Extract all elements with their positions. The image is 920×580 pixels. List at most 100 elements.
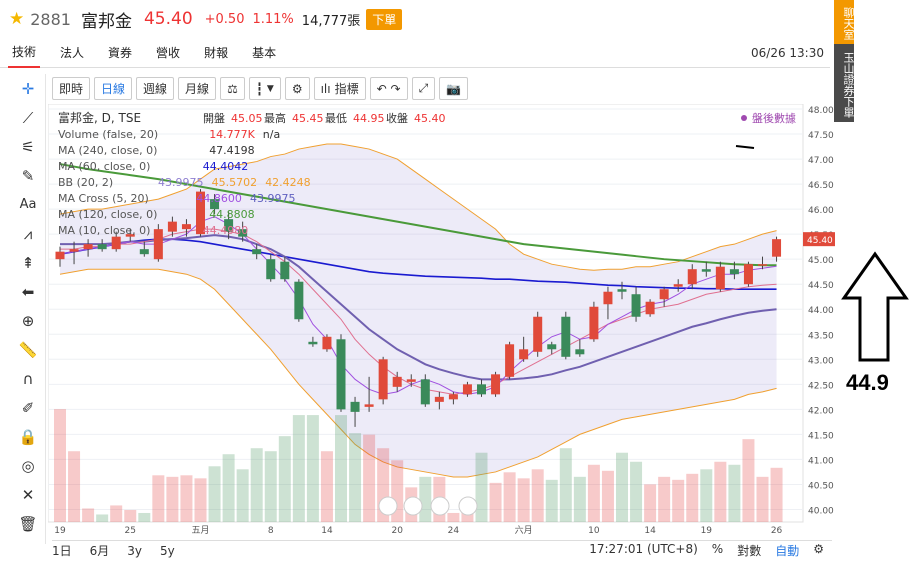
fullscreen-button[interactable]: ⤢ [411, 77, 436, 100]
candle-body [125, 234, 135, 237]
pattern-icon[interactable]: ⩘ [23, 224, 33, 243]
period-weekly-button[interactable]: 週線 [136, 77, 175, 100]
tab-revenue[interactable]: 營收 [156, 46, 181, 60]
candle-body [392, 376, 402, 387]
after-hours-label: 盤後數據 [752, 111, 796, 125]
measure-icon[interactable]: ⇞ [21, 253, 35, 272]
brush-icon[interactable]: ✎ [21, 166, 35, 185]
ruler-icon[interactable]: 📏 [18, 340, 38, 359]
chart-type-button[interactable]: ┇ ▼ [248, 77, 281, 100]
volume-bar [208, 466, 221, 522]
volume-bar [180, 475, 193, 522]
range-6m-button[interactable]: 6月 [89, 544, 110, 558]
range-5y-button[interactable]: 5y [160, 543, 175, 558]
zoom-icon[interactable]: ⊕ [21, 311, 35, 330]
broker-ad[interactable]: 玉山證券下單 [834, 44, 855, 122]
volume-bar [54, 409, 66, 522]
stock-code: 2881 [30, 9, 71, 29]
magnet-icon[interactable]: ∩ [22, 369, 34, 388]
x-tick-label: 24 [448, 526, 460, 536]
period-daily-button[interactable]: 日線 [94, 77, 133, 100]
crosshair-icon[interactable]: ✛ [21, 79, 35, 98]
chatroom-ad[interactable]: 聊天室 [842, 6, 855, 40]
bottom-bar: 1日 6月 3y 5y 17:27:01 (UTC+8) % 對數 自動 ⚙ [52, 540, 832, 560]
lock-icon[interactable]: 🔒 [18, 427, 38, 446]
volume-bar [166, 476, 179, 522]
candle-body [350, 401, 360, 412]
redo-icon[interactable]: ↷ [390, 81, 401, 96]
volume-bar [545, 479, 558, 522]
y-tick-label: 43.00 [808, 356, 834, 366]
bb-lower-line [59, 268, 777, 478]
percent-toggle[interactable]: % [711, 542, 724, 556]
legend-row-value: 43.9975 [158, 176, 204, 189]
ma10-line [60, 228, 777, 395]
y-tick-label: 47.50 [808, 131, 834, 141]
indicator-button[interactable]: ılı 指標 [313, 77, 366, 100]
volume-bar [658, 476, 671, 522]
star-icon[interactable]: ★ [9, 9, 25, 29]
volume-bar [110, 505, 123, 522]
trash-icon[interactable]: 🗑 [18, 514, 38, 533]
ohlc-high: 45.45 [292, 112, 324, 125]
y-tick-label: 48.00 [808, 106, 834, 116]
candle-body [462, 384, 472, 395]
ohlc-low: 44.95 [353, 112, 385, 125]
x-tick-label: 五月 [191, 525, 209, 536]
tab-financials[interactable]: 財報 [204, 46, 229, 60]
volume-bar [616, 452, 628, 522]
compare-button[interactable]: ⚖ [220, 77, 245, 100]
legend-row-label: MA (120, close, 0) [58, 208, 157, 221]
trendline-icon[interactable]: ⟋ [22, 108, 34, 127]
price-chart[interactable]: 48.0047.5047.0046.5046.0045.5045.0044.50… [48, 104, 838, 536]
log-toggle[interactable]: 對數 [737, 544, 762, 558]
eye-off-icon[interactable]: ◎ [21, 456, 35, 475]
legend-row-value: 44.4980 [203, 224, 249, 237]
snapshot-button[interactable]: 📷 [439, 77, 469, 100]
period-realtime-button[interactable]: 即時 [52, 77, 91, 100]
x-tick-label: 10 [588, 526, 600, 536]
volume-bar [489, 482, 502, 522]
plot-area [48, 104, 804, 523]
tools-icon[interactable]: ✕ [21, 485, 35, 504]
tab-technical[interactable]: 技術 [8, 39, 41, 68]
candle-body [153, 229, 163, 260]
nav-circle-button [458, 496, 478, 516]
tab-margin[interactable]: 資券 [108, 46, 133, 60]
legend-row-value: n/a [263, 128, 280, 141]
candle-body [336, 339, 346, 410]
order-button[interactable]: 下單 [366, 8, 403, 30]
period-monthly-button[interactable]: 月線 [178, 77, 217, 100]
text-icon[interactable]: Aa [19, 197, 37, 212]
candle-body [477, 384, 486, 395]
volume-bar [138, 512, 151, 522]
ohlc-high-label: 最高 [264, 111, 286, 125]
candle-body [434, 396, 444, 402]
legend-row-value: 47.4198 [209, 144, 255, 157]
volume-bar [672, 479, 685, 522]
candle-body [364, 404, 374, 407]
lock-drawing-icon[interactable]: ✐ [21, 398, 35, 417]
volume-bar [475, 452, 488, 522]
candle-body [139, 249, 149, 255]
candle-body [575, 349, 585, 355]
y-tick-label: 46.00 [808, 206, 834, 216]
undo-icon[interactable]: ↶ [376, 81, 387, 96]
settings-button[interactable]: ⚙ [284, 77, 310, 100]
ma120-line [59, 163, 777, 267]
auto-toggle[interactable]: 自動 [775, 544, 800, 558]
arrow-left-icon[interactable]: ⬅ [21, 282, 35, 301]
range-1d-button[interactable]: 1日 [52, 544, 72, 558]
gear-icon[interactable]: ⚙ [813, 542, 824, 556]
legend-title: 富邦金, D, TSE [58, 110, 141, 125]
trade-volume: 14,777張 [301, 13, 361, 29]
range-3y-button[interactable]: 3y [127, 543, 143, 558]
gear-icon: ⚙ [291, 81, 303, 96]
volume-bar [194, 478, 207, 522]
tab-basic[interactable]: 基本 [252, 46, 277, 60]
candle-body [687, 269, 697, 285]
tab-institutional[interactable]: 法人 [60, 46, 85, 60]
pitchfork-icon[interactable]: ⚟ [21, 137, 35, 156]
volume-bar [517, 478, 530, 522]
quote-header: ★ 2881 富邦金 45.40 +0.50 1.11% 14,777張 下單 [0, 0, 830, 38]
